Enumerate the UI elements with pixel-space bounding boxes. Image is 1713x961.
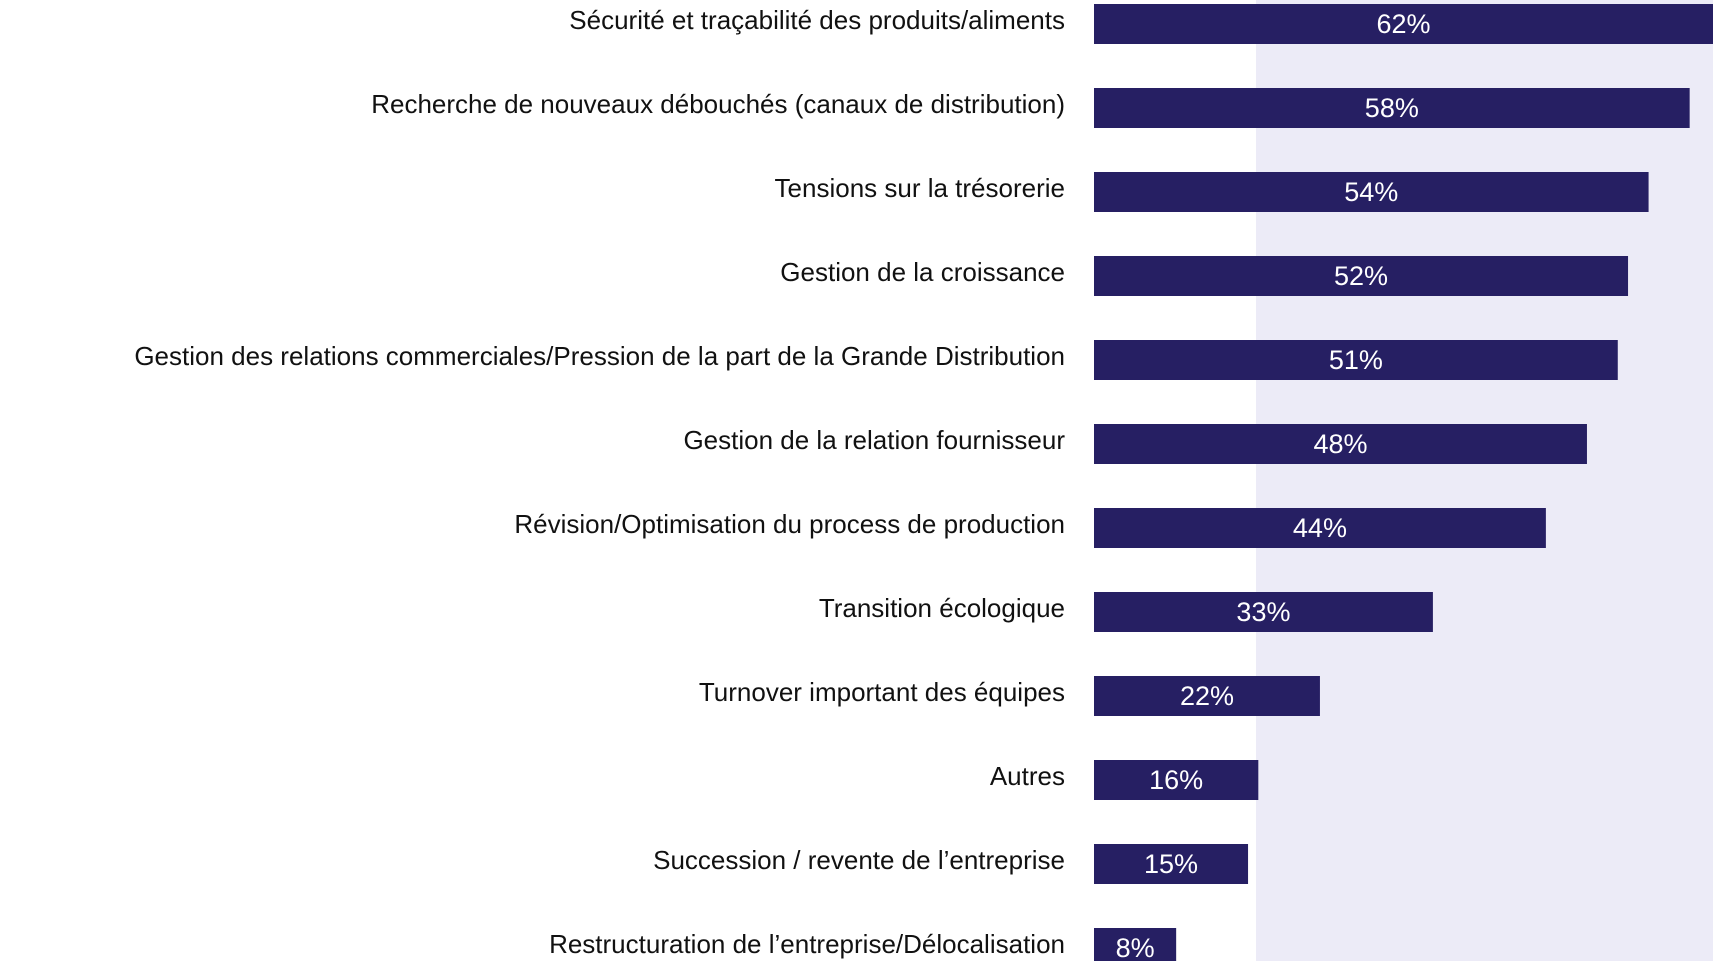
category-label: Transition écologique	[819, 593, 1065, 623]
category-label: Autres	[990, 761, 1065, 791]
value-label: 52%	[1334, 261, 1388, 291]
bar	[1094, 844, 1249, 884]
value-label: 58%	[1365, 93, 1419, 123]
category-label: Gestion de la croissance	[780, 257, 1065, 287]
value-label: 44%	[1293, 513, 1347, 543]
bar	[1094, 172, 1649, 212]
category-label: Gestion de la relation fournisseur	[683, 425, 1065, 455]
value-label: 51%	[1329, 345, 1383, 375]
shaded-region	[1256, 0, 1713, 961]
value-label: 15%	[1144, 849, 1198, 879]
category-label: Recherche de nouveaux débouchés (canaux …	[371, 89, 1065, 119]
value-label: 54%	[1344, 177, 1398, 207]
value-label: 22%	[1180, 681, 1234, 711]
bar	[1094, 88, 1690, 128]
category-label: Restructuration de l’entreprise/Délocali…	[549, 929, 1065, 959]
bar	[1094, 592, 1433, 632]
bar	[1094, 256, 1629, 296]
bar	[1094, 424, 1587, 464]
bar	[1094, 340, 1618, 380]
bar	[1094, 760, 1259, 800]
category-label: Tensions sur la trésorerie	[775, 173, 1065, 203]
value-label: 62%	[1376, 9, 1430, 39]
category-label: Succession / revente de l’entreprise	[653, 845, 1065, 875]
category-label: Gestion des relations commerciales/Press…	[134, 341, 1065, 371]
value-label: 48%	[1313, 429, 1367, 459]
category-label: Révision/Optimisation du process de prod…	[514, 509, 1065, 539]
bar	[1094, 508, 1546, 548]
bar	[1094, 928, 1177, 961]
category-label: Sécurité et traçabilité des produits/ali…	[569, 5, 1065, 35]
bar	[1094, 4, 1713, 44]
value-label: 16%	[1149, 765, 1203, 795]
category-label: Turnover important des équipes	[699, 677, 1065, 707]
value-label: 33%	[1236, 597, 1290, 627]
value-label: 8%	[1116, 933, 1155, 961]
bar	[1094, 676, 1320, 716]
